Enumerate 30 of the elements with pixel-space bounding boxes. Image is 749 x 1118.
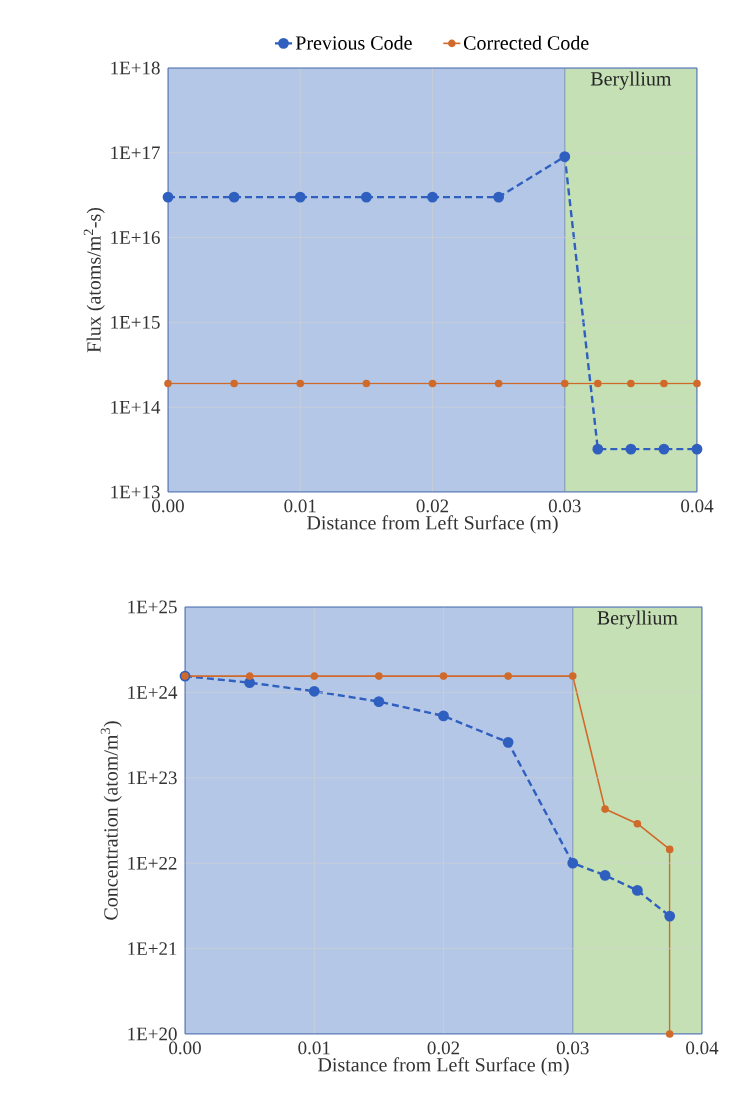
y-tick-label: 1E+20 xyxy=(128,1027,177,1041)
y-tick-label: 1E+22 xyxy=(128,856,177,870)
x-axis-title: Distance from Left Surface (m) xyxy=(318,1057,569,1076)
legend-label: Previous Code xyxy=(295,35,412,50)
y-tick-label: 1E+14 xyxy=(111,400,161,414)
y-axis-title: Flux (atoms/m$^{2}$-s) xyxy=(83,207,105,353)
x-tick-label: 0.03 xyxy=(548,499,581,513)
x-tick-label: 0.04 xyxy=(681,499,714,513)
y-tick-label: 1E+21 xyxy=(128,942,177,955)
y-tick-label: 1E+16 xyxy=(111,231,160,244)
x-tick-label: 0.02 xyxy=(416,499,449,513)
x-tick-label: 0.00 xyxy=(169,1041,201,1055)
band-label: Beryllium xyxy=(590,71,672,90)
y-tick-label: 1E+17 xyxy=(111,146,160,160)
y-tick-label: 1E+24 xyxy=(128,686,178,699)
y-tick-label: 1E+13 xyxy=(111,485,160,499)
x-tick-label: 0.01 xyxy=(284,499,316,513)
x-tick-label: 0.02 xyxy=(427,1041,460,1055)
x-tick-label: 0.01 xyxy=(298,1041,330,1055)
y-tick-label: 1E+23 xyxy=(128,771,177,785)
band-label: Beryllium xyxy=(597,610,678,629)
x-tick-label: 0.04 xyxy=(686,1041,719,1055)
legend-label: Corrected Code xyxy=(463,35,589,50)
y-tick-label: 1E+15 xyxy=(111,316,160,329)
x-tick-label: 0.00 xyxy=(152,499,184,513)
y-tick-label: 1E+25 xyxy=(128,600,177,614)
y-axis-title: Concentration (atom/m$^{3}$) xyxy=(100,721,122,920)
y-tick-label: 1E+18 xyxy=(111,61,160,75)
x-tick-label: 0.03 xyxy=(556,1041,589,1055)
x-axis-title: Distance from Left Surface (m) xyxy=(307,515,558,534)
